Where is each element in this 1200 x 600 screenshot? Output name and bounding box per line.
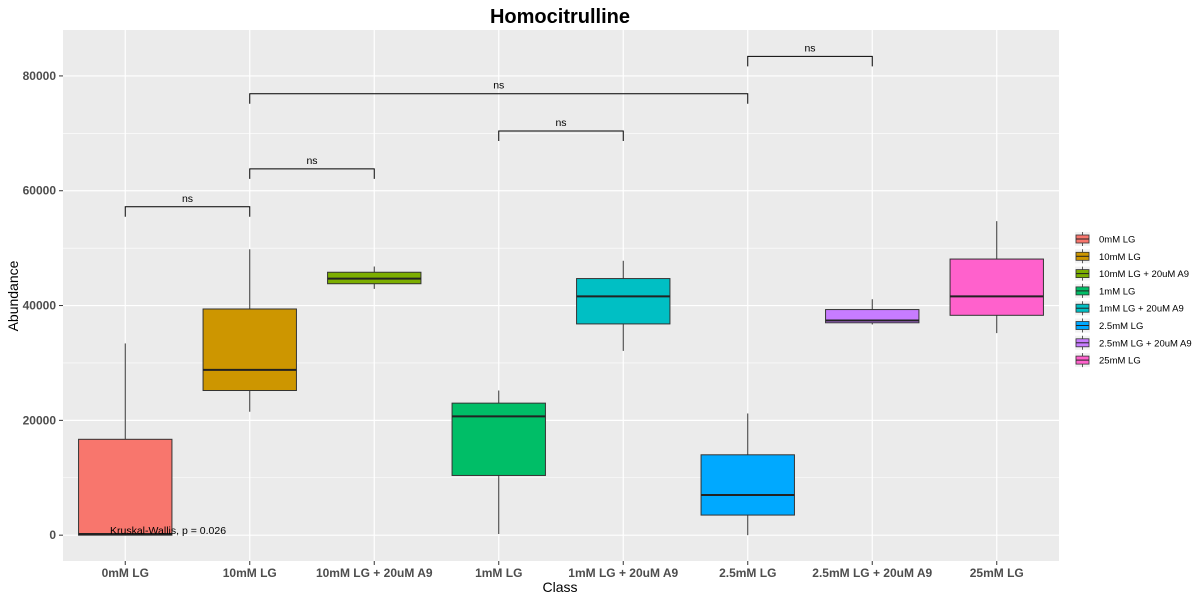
box-2 <box>202 249 297 412</box>
box-body <box>202 308 297 392</box>
x-tick-label: 10mM LG + 20uM A9 <box>316 566 433 580</box>
legend-item-7: 2.5mM LG + 20uM A9 <box>1075 335 1192 350</box>
comparison-bracket <box>747 55 873 67</box>
legend: 0mM LG 10mM LG 10mM LG + 20uM A9 1mM LG 1mM … <box>1075 232 1192 368</box>
kruskal-wallis-annotation: Kruskal-Wallis, p = 0.026 <box>110 525 226 537</box>
x-axis-ticks: 0mM LG 10mM LG 10mM LG + 20uM A9 1mM LG 1mM … <box>102 561 1024 580</box>
legend-item-2: 10mM LG <box>1075 249 1141 264</box>
box-body <box>825 309 920 324</box>
x-tick-label: 1mM LG <box>475 566 522 580</box>
y-tick-label: 0 <box>49 528 56 542</box>
x-tick-label: 0mM LG <box>102 566 149 580</box>
y-axis-title: Abundance <box>5 260 21 331</box>
legend-label: 2.5mM LG <box>1099 321 1143 332</box>
comparison-brackets: ns ns ns ns ns <box>124 42 873 217</box>
comparison-bracket <box>498 130 624 142</box>
x-tick-label: 2.5mM LG + 20uM A9 <box>812 566 932 580</box>
box-body <box>700 454 795 516</box>
legend-label: 10mM LG <box>1099 252 1141 263</box>
comparison-3: ns <box>498 117 624 142</box>
legend-label: 0mM LG <box>1099 235 1135 246</box>
legend-item-3: 10mM LG + 20uM A9 <box>1075 266 1189 281</box>
legend-item-8: 25mM LG <box>1075 353 1141 368</box>
comparison-label: ns <box>306 155 317 167</box>
comparison-label: ns <box>804 42 815 54</box>
box-body <box>451 402 546 476</box>
legend-item-5: 1mM LG + 20uM A9 <box>1075 301 1184 316</box>
legend-label: 1mM LG + 20uM A9 <box>1099 304 1184 315</box>
box-1 <box>78 343 173 536</box>
legend-item-1: 0mM LG <box>1075 232 1135 246</box>
x-tick-label: 2.5mM LG <box>719 566 776 580</box>
y-tick-label: 20000 <box>23 413 57 427</box>
boxes-layer <box>78 221 1044 536</box>
box-body <box>78 438 173 536</box>
box-8 <box>949 221 1044 334</box>
comparison-label: ns <box>493 80 504 92</box>
legend-item-6: 2.5mM LG <box>1075 318 1143 333</box>
box-body <box>576 278 671 325</box>
box-body <box>949 258 1044 316</box>
legend-label: 10mM LG + 20uM A9 <box>1099 269 1189 280</box>
box-5 <box>576 260 671 351</box>
y-tick-label: 60000 <box>23 184 57 198</box>
comparison-bracket <box>124 206 251 217</box>
legend-label: 1mM LG <box>1099 286 1135 297</box>
y-axis-ticks: 0 20000 40000 60000 80000 <box>23 69 63 542</box>
comparison-label: ns <box>182 193 193 205</box>
y-tick-label: 40000 <box>23 299 57 313</box>
legend-label: 2.5mM LG + 20uM A9 <box>1099 338 1192 349</box>
comparison-bracket <box>249 168 375 179</box>
chart-title: Homocitrulline <box>490 6 630 28</box>
plot-panel <box>63 30 1059 561</box>
comparison-5: ns <box>747 42 873 67</box>
legend-item-4: 1mM LG <box>1075 283 1135 298</box>
comparison-1: ns <box>124 193 251 217</box>
comparison-2: ns <box>249 155 375 179</box>
comparison-bracket <box>249 93 749 104</box>
legend-label: 25mM LG <box>1099 356 1141 367</box>
x-axis-title: Class <box>542 579 577 595</box>
box-7 <box>825 299 920 325</box>
x-tick-label: 25mM LG <box>970 566 1024 580</box>
x-tick-label: 1mM LG + 20uM A9 <box>568 566 678 580</box>
y-tick-label: 80000 <box>23 69 57 83</box>
comparison-label: ns <box>555 117 566 129</box>
box-4 <box>451 390 546 535</box>
x-tick-label: 10mM LG <box>223 566 277 580</box>
box-3 <box>327 266 422 289</box>
box-6 <box>700 413 795 536</box>
comparison-4: ns <box>249 80 749 104</box>
